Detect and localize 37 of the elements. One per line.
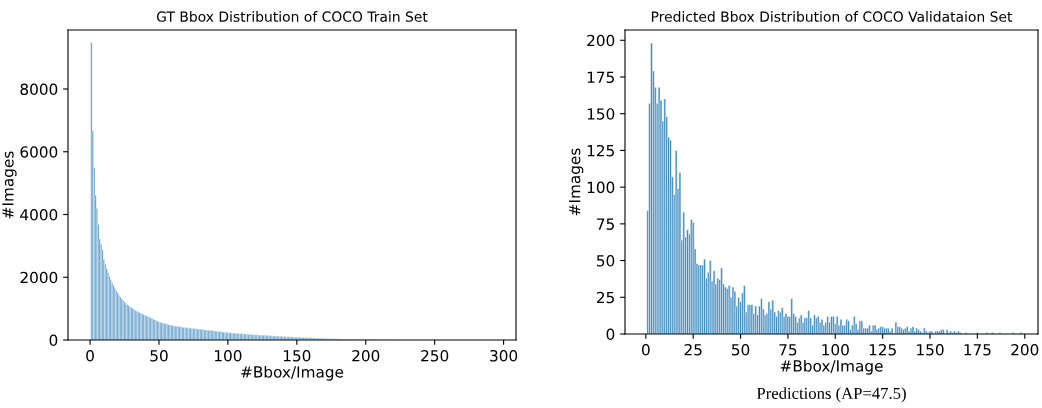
y-tick-label: 125 [587,144,614,157]
x-tick-label: 200 [1011,343,1039,356]
x-tick-label: 50 [732,343,750,356]
y-tick-label: 0 [49,334,58,347]
chart-title: GT Bbox Distribution of COCO Train Set [156,11,428,22]
text: Predictions (AP=47.5) [756,387,906,403]
x-axis-title: #Bbox/Image [780,359,883,375]
x-tick-label: 25 [684,343,702,356]
y-tick-label: 200 [587,34,615,47]
y-tick-label: 100 [587,181,615,194]
chart-title: Predicted Bbox Distribution of COCO Validataion Set [651,11,1013,22]
y-tick-label: 4000 [20,208,58,221]
x-tick-label: 0 [641,343,650,356]
y-tick-label: 50 [597,255,615,267]
y-tick-label: 2000 [20,271,58,284]
y-tick-label: 150 [587,108,615,120]
y-tick-label: 8000 [20,83,58,96]
y-tick-label: 0 [606,328,615,341]
x-tick-label: 250 [421,349,449,362]
x-tick-label: 50 [150,349,168,362]
x-axis-title: #Bbox/Image [241,365,344,381]
x-tick-label: 200 [352,349,380,362]
x-tick-label: 150 [917,343,944,356]
x-tick-label: 300 [490,349,518,362]
x-tick-label: 100 [215,349,242,362]
x-tick-label: 0 [86,349,94,362]
y-tick-label: 6000 [20,146,58,158]
x-tick-label: 125 [869,343,896,356]
y-tick-label: 25 [596,291,614,304]
y-axis-title: #Images [569,148,584,216]
y-tick-label: 175 [587,71,614,84]
x-tick-label: 75 [779,344,797,356]
x-tick-label: 175 [964,344,991,356]
y-axis-title: #Images [2,151,17,219]
x-tick-label: 150 [283,349,311,362]
x-tick-label: 100 [822,343,849,356]
y-tick-label: 75 [597,218,614,230]
